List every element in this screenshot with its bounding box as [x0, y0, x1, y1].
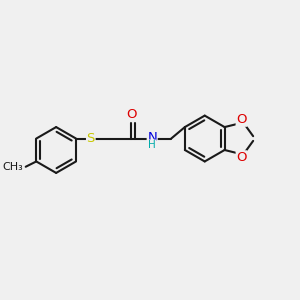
- Text: CH₃: CH₃: [3, 162, 23, 172]
- Text: N: N: [147, 131, 157, 144]
- Text: O: O: [126, 108, 136, 121]
- Text: S: S: [87, 132, 95, 145]
- Text: O: O: [236, 113, 247, 126]
- Text: H: H: [148, 140, 156, 150]
- Text: O: O: [236, 151, 247, 164]
